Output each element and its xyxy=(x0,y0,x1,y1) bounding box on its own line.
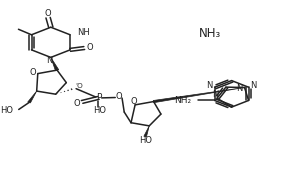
Polygon shape xyxy=(28,91,37,103)
Text: HO: HO xyxy=(93,106,106,115)
Polygon shape xyxy=(153,88,245,103)
Text: NH₂: NH₂ xyxy=(174,96,191,105)
Text: HO: HO xyxy=(0,106,13,115)
Polygon shape xyxy=(144,126,149,137)
Text: N: N xyxy=(250,81,257,90)
Text: N: N xyxy=(46,56,53,65)
Text: O: O xyxy=(86,43,93,52)
Text: P: P xyxy=(96,93,101,102)
Text: NH₃: NH₃ xyxy=(199,27,221,40)
Text: NH: NH xyxy=(77,28,90,37)
Text: 'O: 'O xyxy=(76,84,83,89)
Text: O: O xyxy=(29,68,36,77)
Text: O: O xyxy=(130,97,137,106)
Text: O: O xyxy=(45,10,51,18)
Polygon shape xyxy=(51,57,59,70)
Text: N: N xyxy=(206,81,213,90)
Text: O: O xyxy=(115,93,122,101)
Text: O: O xyxy=(74,99,80,107)
Text: HO: HO xyxy=(140,136,152,145)
Text: N: N xyxy=(237,84,243,93)
Text: N: N xyxy=(212,90,219,99)
